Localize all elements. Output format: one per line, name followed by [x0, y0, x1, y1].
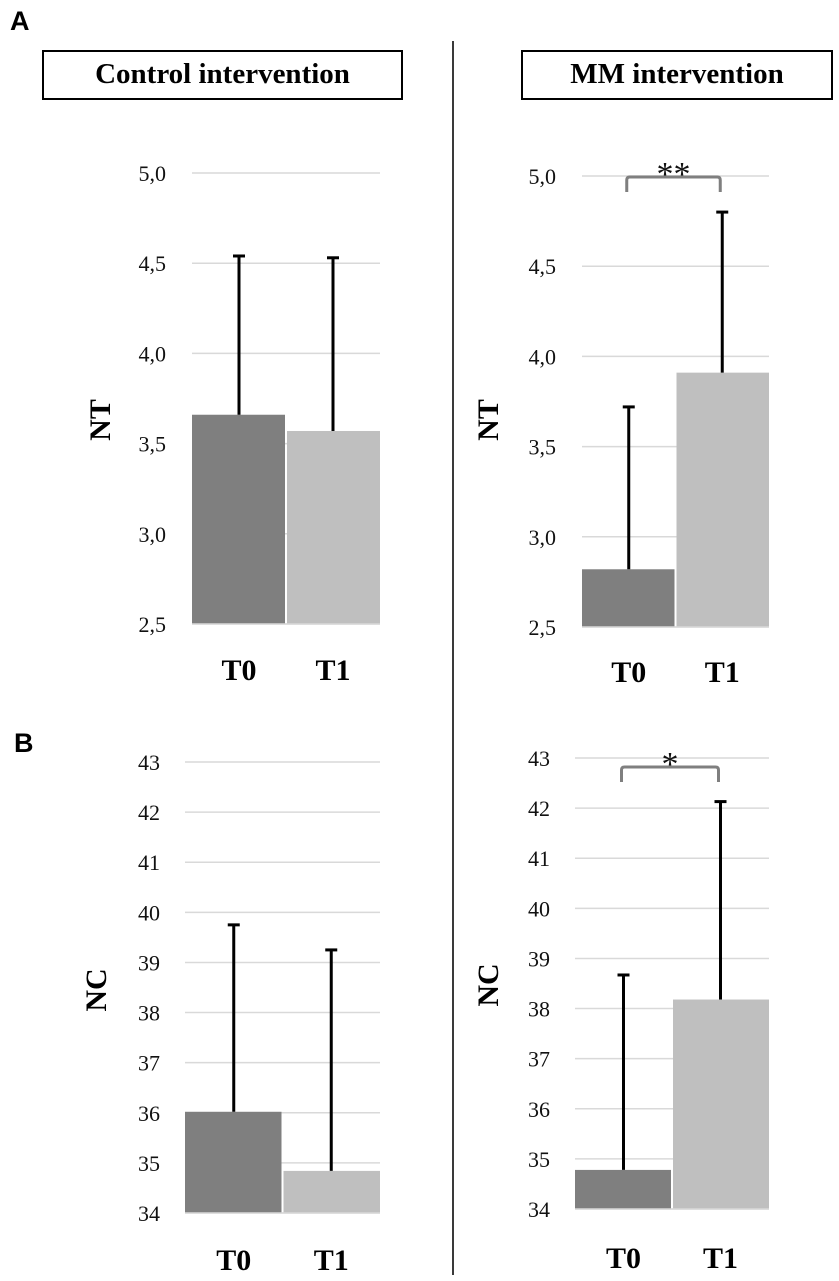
- bar-t0: [575, 1169, 671, 1209]
- bar-t0: [582, 569, 675, 627]
- significance-bracket: [625, 175, 722, 192]
- mm-intervention-title: MM intervention: [521, 50, 833, 100]
- y-tick-label: 39: [528, 946, 550, 971]
- column-divider: [452, 41, 454, 1275]
- x-category-label: T1: [315, 654, 350, 687]
- y-tick-label: 35: [138, 1151, 160, 1176]
- y-tick-label: 4,5: [139, 251, 167, 276]
- y-tick-label: 42: [138, 800, 160, 825]
- significance-asterisks: *: [662, 746, 679, 783]
- x-category-label: T0: [221, 654, 256, 687]
- chart-b-control-nc: 34 35 36 37 38 39 40 41 42 43 T0 T1 NC: [80, 750, 380, 1277]
- y-tick-label: 35: [528, 1147, 550, 1172]
- y-tick-label: 38: [138, 1001, 160, 1026]
- x-category-label: T1: [314, 1244, 349, 1277]
- y-tick-label: 3,0: [529, 525, 557, 550]
- y-tick-label: 3,5: [529, 435, 557, 460]
- y-axis-label: NC: [80, 968, 113, 1011]
- chart-b-mm-nc: 34 35 36 37 38 39 40 41 42 43 T0 T1 NC *: [472, 746, 769, 1275]
- y-tick-label: 42: [528, 796, 550, 821]
- significance-asterisks: **: [657, 156, 691, 193]
- chart-a-control-nt: 2,5 3,0 3,5 4,0 4,5 5,0 T0 T1 NT: [84, 161, 380, 687]
- y-axis-label: NT: [84, 399, 117, 441]
- y-tick-label: 5,0: [529, 164, 557, 189]
- y-tick-label: 34: [528, 1197, 550, 1222]
- x-category-label: T0: [216, 1244, 251, 1277]
- y-tick-label: 36: [138, 1101, 160, 1126]
- x-category-label: T1: [703, 1242, 738, 1275]
- x-category-label: T1: [705, 656, 740, 689]
- y-tick-label: 37: [528, 1047, 550, 1072]
- y-tick-label: 2,5: [139, 612, 167, 637]
- y-tick-label: 4,0: [139, 341, 167, 366]
- y-tick-label: 43: [528, 746, 550, 771]
- bar-t0: [192, 414, 285, 624]
- bar-t1: [673, 999, 769, 1209]
- chart-a-mm-nt: 2,5 3,0 3,5 4,0 4,5 5,0 T0 T1 NT **: [472, 156, 769, 689]
- y-tick-label: 39: [138, 950, 160, 975]
- y-tick-label: 2,5: [529, 615, 557, 640]
- y-tick-label: 38: [528, 997, 550, 1022]
- y-tick-label: 41: [528, 846, 550, 871]
- y-tick-label: 36: [528, 1097, 550, 1122]
- y-tick-label: 37: [138, 1051, 160, 1076]
- y-tick-label: 4,0: [529, 344, 557, 369]
- y-axis-label: NC: [472, 963, 505, 1006]
- y-tick-label: 40: [528, 896, 550, 921]
- y-tick-label: 3,5: [139, 432, 167, 457]
- y-tick-label: 4,5: [529, 254, 557, 279]
- x-category-label: T0: [606, 1242, 641, 1275]
- y-tick-label: 43: [138, 750, 160, 775]
- y-tick-label: 34: [138, 1201, 160, 1226]
- control-intervention-title: Control intervention: [42, 50, 403, 100]
- bar-t0: [185, 1111, 282, 1213]
- bar-t1: [287, 430, 380, 624]
- x-category-label: T0: [611, 656, 646, 689]
- y-tick-label: 41: [138, 850, 160, 875]
- significance-bracket: [620, 765, 720, 782]
- y-tick-label: 5,0: [139, 161, 167, 186]
- y-tick-label: 3,0: [139, 522, 167, 547]
- y-tick-label: 40: [138, 900, 160, 925]
- panel-label-a: A: [10, 6, 30, 36]
- bar-t1: [676, 372, 769, 627]
- bar-t1: [283, 1170, 380, 1213]
- panel-label-b: B: [14, 728, 34, 758]
- y-axis-label: NT: [472, 399, 505, 441]
